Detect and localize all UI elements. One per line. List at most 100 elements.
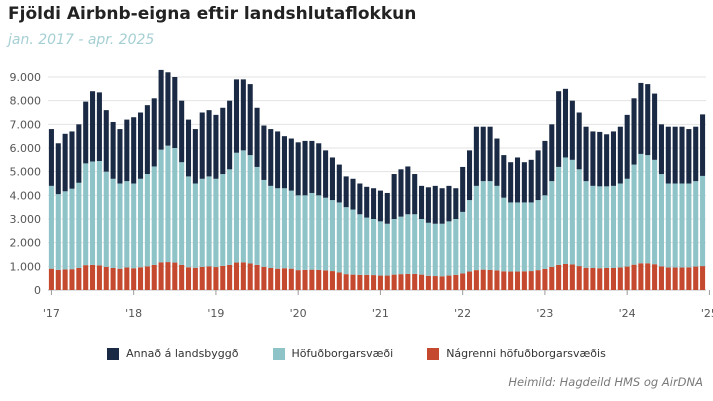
bar-segment-rural xyxy=(521,162,527,203)
bar-segment-capital xyxy=(233,152,240,263)
bar-segment-vicinity xyxy=(233,262,240,290)
bar-segment-capital xyxy=(48,185,54,269)
bar-segment-capital xyxy=(645,155,651,264)
bar-segment-rural xyxy=(192,129,198,184)
bar-segment-capital xyxy=(652,159,658,265)
bar-segment-rural xyxy=(55,143,61,195)
bar-segment-capital xyxy=(624,178,630,267)
bar-segment-rural xyxy=(185,119,192,177)
bar-segment-capital xyxy=(110,178,116,268)
bar-segment-rural xyxy=(117,129,123,184)
bar-segment-rural xyxy=(391,174,397,219)
bar-segment-vicinity xyxy=(69,269,75,290)
legend-swatch-capital-vicinity xyxy=(427,347,440,360)
x-tick-label: '17 xyxy=(43,307,60,320)
bar-segment-vicinity xyxy=(480,269,486,290)
bar-segment-capital xyxy=(254,166,260,265)
bar-segment-vicinity xyxy=(172,262,178,290)
bar-segment-capital xyxy=(144,174,150,267)
source-note: Heimild: Hagdeild HMS og AirDNA xyxy=(508,375,703,389)
bar-segment-capital xyxy=(220,174,226,266)
bar-segment-rural xyxy=(172,77,178,148)
bar-segment-capital xyxy=(425,222,431,276)
bar-segment-vicinity xyxy=(316,269,322,290)
bar-segment-capital xyxy=(329,200,335,272)
bar-segment-capital xyxy=(514,202,521,272)
bar-segment-rural xyxy=(151,98,157,167)
bar-segment-rural xyxy=(336,164,342,203)
bar-segment-vicinity xyxy=(467,271,473,290)
legend-item-capital-vicinity: Nágrenni höfuðborgarsvæðis xyxy=(427,347,606,360)
bar-segment-rural xyxy=(90,91,96,162)
bar-segment-vicinity xyxy=(55,269,61,290)
bar-segment-rural xyxy=(652,93,658,160)
grid-layer xyxy=(48,76,706,291)
bar-segment-vicinity xyxy=(131,268,137,290)
bar-segment-capital xyxy=(590,185,596,268)
bar-segment-capital xyxy=(357,214,363,275)
bar-segment-rural xyxy=(275,131,281,189)
bar-segment-rural xyxy=(316,143,322,196)
legend-item-other-rural: Annað á landsbyggð xyxy=(107,347,239,360)
bar-segment-rural xyxy=(432,185,438,224)
bar-segment-capital xyxy=(295,195,301,271)
bar-segment-capital xyxy=(83,163,89,266)
bar-segment-rural xyxy=(693,126,699,182)
bar-segment-vicinity xyxy=(432,276,438,290)
bar-segment-capital xyxy=(419,219,425,275)
x-tick-label: '18 xyxy=(125,307,142,320)
bar-segment-rural xyxy=(398,169,404,217)
bar-segment-capital xyxy=(473,185,479,271)
bar-segment-vicinity xyxy=(549,266,555,290)
bar-segment-vicinity xyxy=(583,267,589,290)
y-tick-label: 6.000 xyxy=(10,142,42,155)
bar-segment-rural xyxy=(261,125,267,180)
y-tick-label: 8.000 xyxy=(10,95,42,108)
bar-segment-capital xyxy=(185,176,192,268)
bar-segment-capital xyxy=(172,148,178,263)
bar-segment-vicinity xyxy=(247,263,253,290)
bar-segment-vicinity xyxy=(652,264,658,290)
bar-segment-vicinity xyxy=(213,267,219,290)
bar-segment-vicinity xyxy=(384,275,390,290)
bar-segment-rural xyxy=(439,188,445,224)
bar-segment-rural xyxy=(199,112,205,179)
bar-segment-capital xyxy=(460,211,466,274)
bar-segment-rural xyxy=(583,126,589,182)
bar-segment-rural xyxy=(96,92,102,162)
bar-segment-vicinity xyxy=(144,266,150,290)
bar-segment-vicinity xyxy=(275,268,281,290)
bar-segment-vicinity xyxy=(138,267,144,290)
bar-segment-vicinity xyxy=(343,274,349,290)
bar-segment-capital xyxy=(556,166,562,265)
bar-segment-vicinity xyxy=(453,274,459,290)
bar-segment-rural xyxy=(638,82,644,154)
bar-segment-rural xyxy=(473,126,479,186)
bar-segment-vicinity xyxy=(329,271,335,290)
bar-segment-capital xyxy=(151,166,157,265)
bar-segment-rural xyxy=(179,100,185,163)
bar-segment-vicinity xyxy=(288,268,294,290)
chart-subtitle: jan. 2017 - apr. 2025 xyxy=(8,32,155,48)
x-tick-label: '23 xyxy=(536,307,553,320)
x-tick-label: '19 xyxy=(207,307,224,320)
bar-segment-vicinity xyxy=(597,268,603,290)
bar-segment-vicinity xyxy=(96,265,102,290)
bar-segment-capital xyxy=(672,183,678,268)
bar-segment-rural xyxy=(624,114,630,179)
bar-segment-capital xyxy=(494,185,500,271)
bar-segment-vicinity xyxy=(521,271,527,290)
bar-segment-capital xyxy=(377,221,383,276)
bar-segment-rural xyxy=(631,98,637,165)
bar-segment-capital xyxy=(323,197,329,271)
bar-segment-capital xyxy=(281,188,287,269)
bar-segment-vicinity xyxy=(645,263,651,290)
bar-layer xyxy=(48,69,706,290)
bar-segment-rural xyxy=(138,112,144,179)
bar-segment-vicinity xyxy=(425,275,431,290)
bar-segment-rural xyxy=(268,129,274,186)
bar-segment-rural xyxy=(576,112,582,170)
bar-segment-vicinity xyxy=(658,266,664,290)
bar-segment-capital xyxy=(446,221,452,276)
